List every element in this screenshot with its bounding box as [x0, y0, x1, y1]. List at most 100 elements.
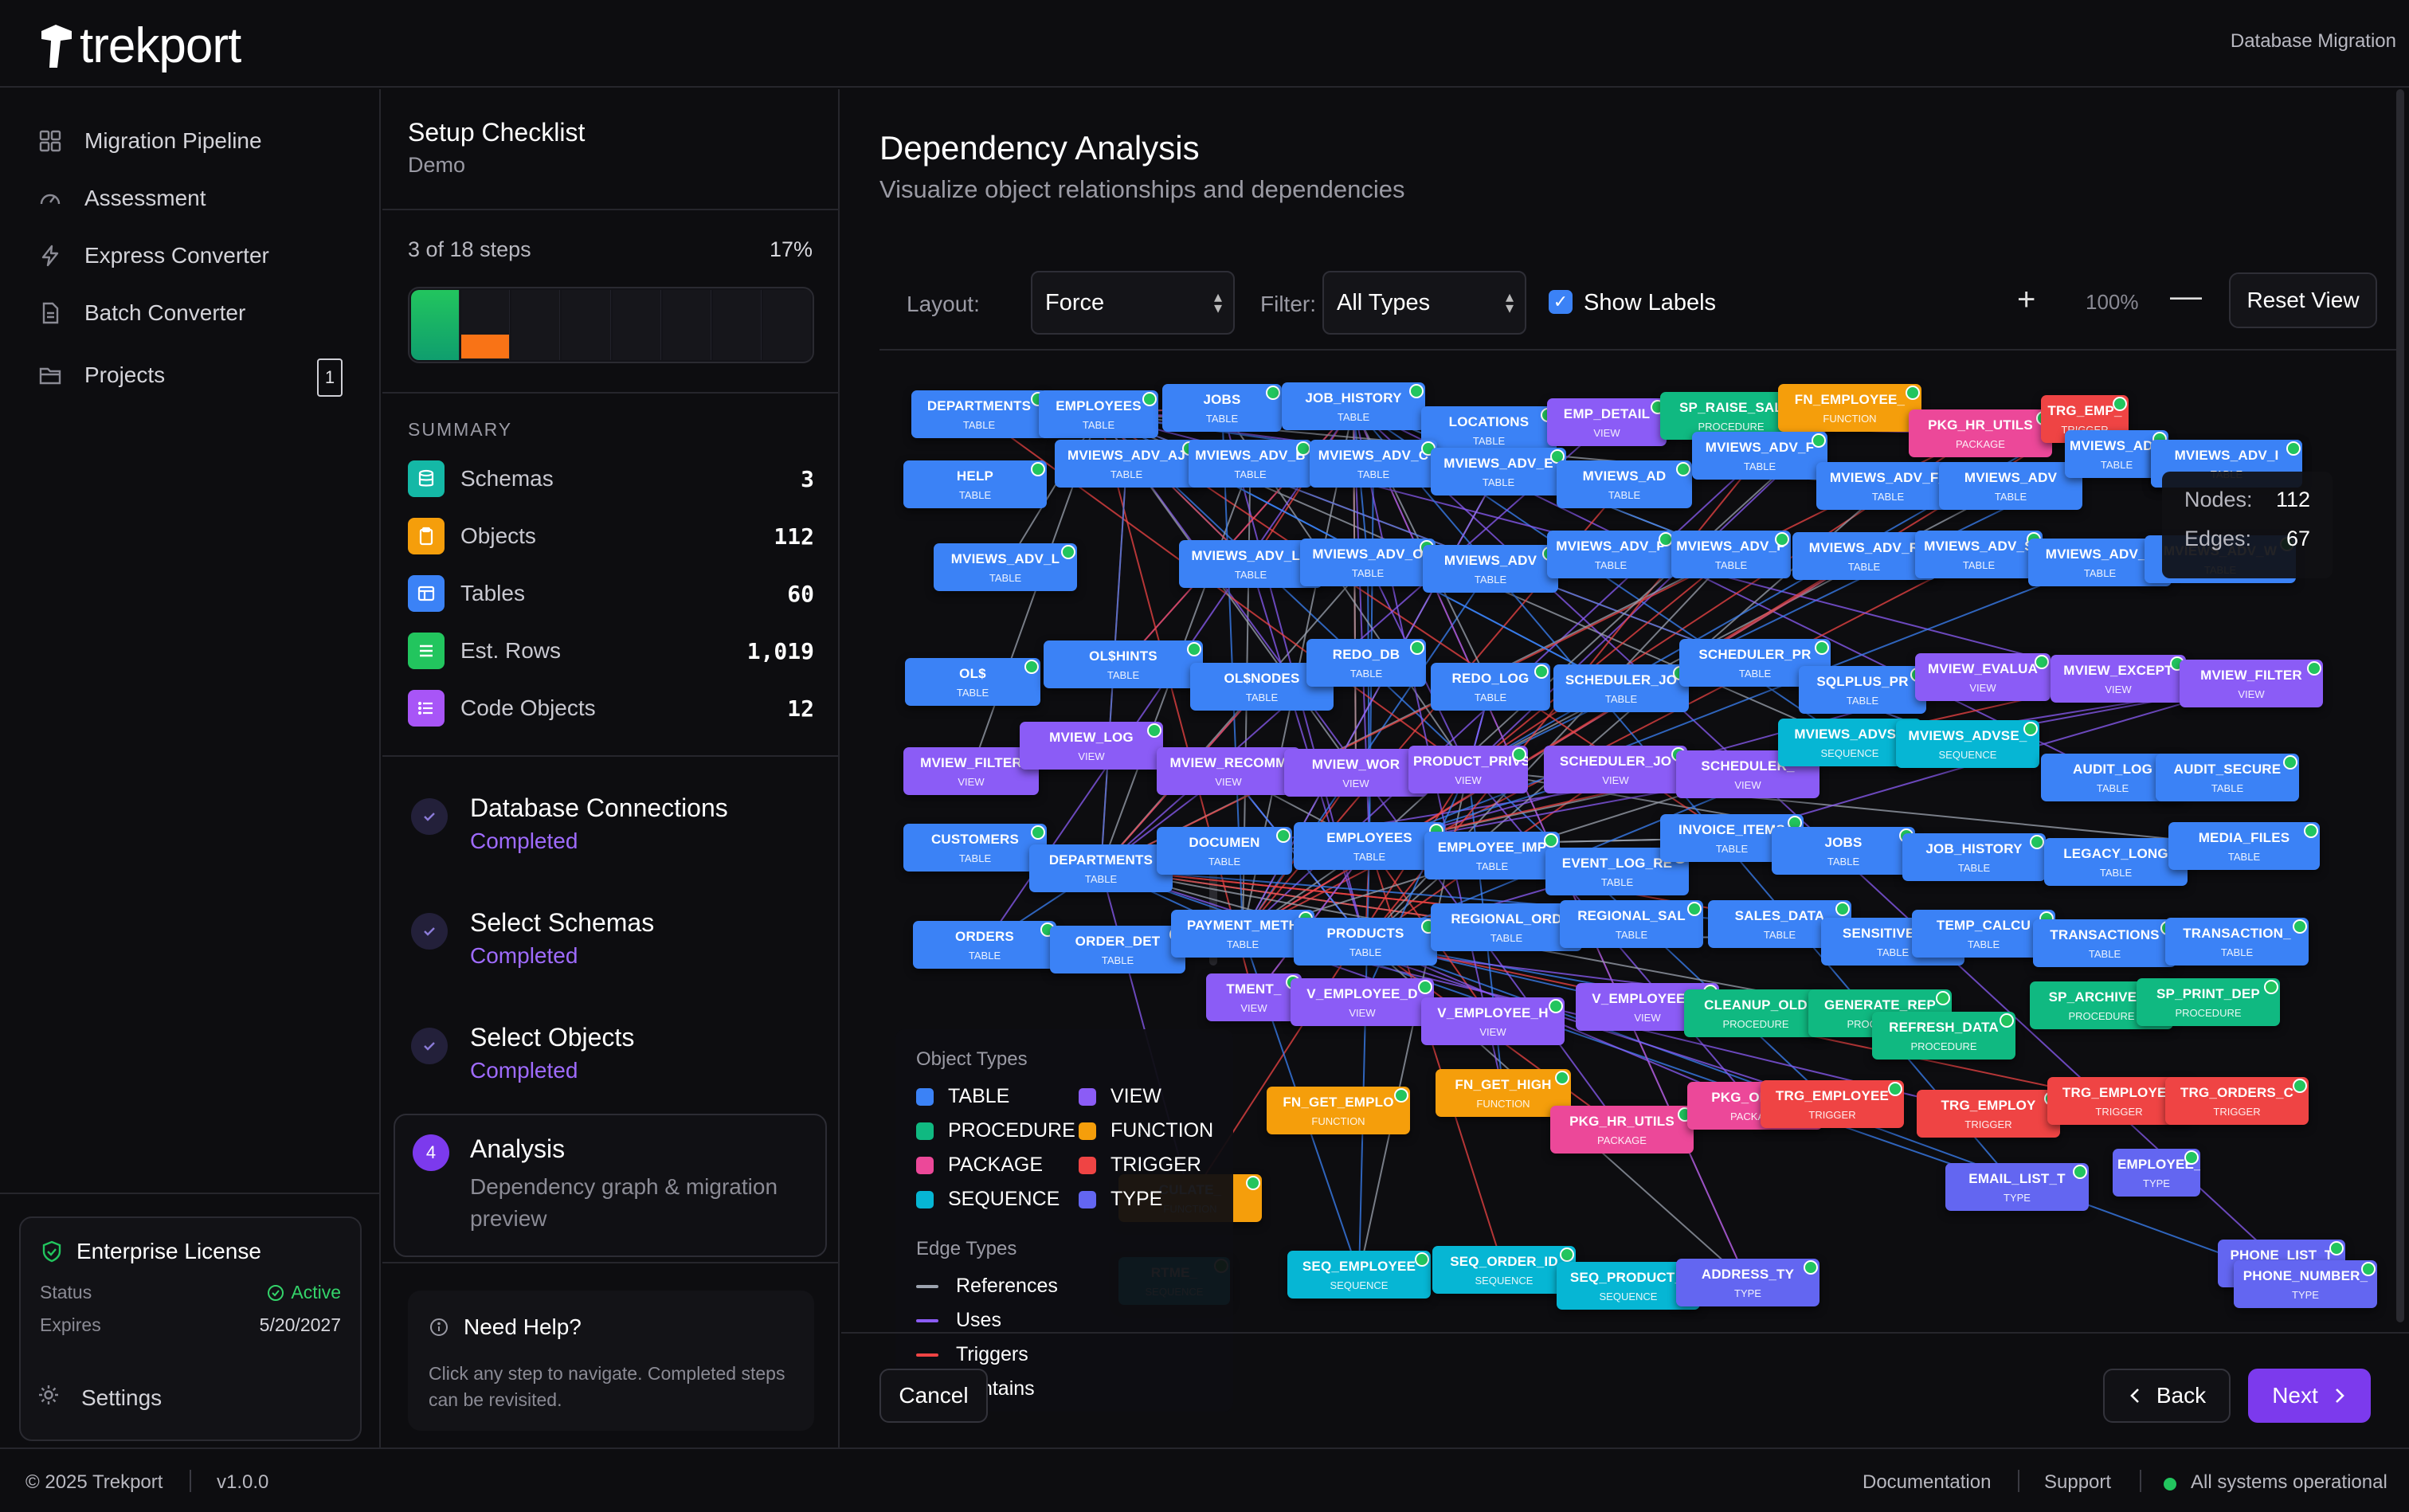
dependency-graph[interactable]: DEPARTMENTS TABLE EMPLOYEES TABLE JOBS TABLE J…	[879, 360, 2399, 1412]
step-database-connections[interactable]: Database Connections Completed	[394, 782, 825, 878]
show-labels-checkbox[interactable]: ✓	[1549, 290, 1573, 314]
graph-node[interactable]: MVIEWS_ADV_O TABLE	[1300, 539, 1436, 586]
graph-node[interactable]: DEPARTMENTS TABLE	[1029, 844, 1173, 892]
sidebar-item-projects[interactable]: Projects	[37, 362, 165, 389]
graph-node[interactable]: JOBS TABLE	[1772, 827, 1915, 875]
graph-node[interactable]: SCHEDULER_JO TABLE	[1553, 664, 1689, 712]
graph-node[interactable]: MVIEWS_ADV TABLE	[1423, 545, 1558, 593]
graph-node[interactable]: REDO_DB TABLE	[1306, 639, 1426, 687]
graph-node[interactable]: AUDIT_SECURE TABLE	[2156, 754, 2299, 801]
back-button[interactable]: Back	[2103, 1369, 2231, 1423]
documentation-link[interactable]: Documentation	[1863, 1471, 1992, 1493]
graph-node[interactable]: SCHEDULER_ VIEW	[1676, 750, 1819, 798]
graph-node[interactable]: EMPLOYEES TABLE	[1294, 822, 1445, 870]
graph-node[interactable]: MVIEW_FILTER VIEW	[2180, 660, 2323, 707]
sidebar-item-batch-converter[interactable]: Batch Converter	[37, 300, 245, 327]
graph-node[interactable]: OL$HINTS TABLE	[1044, 640, 1203, 688]
graph-node[interactable]: MVIEWS_ADV_E TABLE	[1431, 448, 1566, 496]
sidebar-item-express-converter[interactable]: Express Converter	[37, 242, 269, 269]
sidebar-item-migration-pipeline[interactable]: Migration Pipeline	[37, 127, 262, 155]
graph-node[interactable]: FN_EMPLOYEE_ FUNCTION	[1778, 384, 1921, 432]
graph-node[interactable]: JOB_HISTORY TABLE	[1282, 382, 1425, 430]
graph-node[interactable]: MVIEWS_ADVSE_ SEQUENCE	[1896, 720, 2039, 768]
layout-select[interactable]: Force ▴ ▾	[1031, 271, 1235, 335]
graph-node[interactable]: MVIEWS_ADV_P TABLE	[1547, 531, 1675, 578]
graph-node[interactable]: CLEANUP_OLD PROCEDURE	[1684, 989, 1827, 1037]
checklist-scrollbar[interactable]	[1209, 846, 1217, 966]
graph-node[interactable]: MVIEW_EXCEPT VIEW	[2051, 655, 2186, 703]
graph-node[interactable]: V_EMPLOYEE_D VIEW	[1291, 978, 1434, 1026]
graph-node[interactable]: JOBS TABLE	[1162, 384, 1282, 432]
graph-node[interactable]: ORDERS TABLE	[913, 921, 1056, 969]
next-button[interactable]: Next	[2248, 1369, 2371, 1423]
graph-node[interactable]: MVIEW_LOG VIEW	[1020, 722, 1163, 770]
support-link[interactable]: Support	[2044, 1471, 2112, 1493]
zoom-out-button[interactable]: —	[2170, 279, 2202, 314]
graph-node[interactable]: TEMP_CALCU TABLE	[1912, 910, 2055, 958]
graph-node[interactable]: PRODUCT_PRIVS VIEW	[1408, 746, 1528, 793]
graph-node[interactable]: MVIEWS_ADV TABLE	[1939, 462, 2082, 510]
graph-node[interactable]: V_EMPLOYEE_H VIEW	[1421, 997, 1565, 1045]
graph-node[interactable]: EMPLOYEE_IMP TABLE	[1424, 832, 1560, 879]
graph-node[interactable]: MVIEWS_ADV_L TABLE	[934, 543, 1077, 591]
graph-node[interactable]: MVIEWS_ADV_P TABLE	[1671, 531, 1791, 578]
graph-node[interactable]: EMP_DETAIL VIEW	[1547, 398, 1667, 446]
graph-node[interactable]: FN_GET_EMPLO FUNCTION	[1267, 1087, 1410, 1134]
graph-node[interactable]: FN_GET_HIGH FUNCTION	[1436, 1069, 1571, 1117]
graph-node[interactable]: EMPLOYEES TABLE	[1039, 390, 1158, 438]
graph-node[interactable]: DEPARTMENTS TABLE	[911, 390, 1047, 438]
filter-select[interactable]: All Types ▴ ▾	[1322, 271, 1526, 335]
graph-node[interactable]: MVIEWS_ADV_C TABLE	[1310, 440, 1437, 488]
graph-node[interactable]: MVIEWS_ADV_F_ TABLE	[1816, 462, 1960, 510]
graph-node[interactable]: REGIONAL_SAL TABLE	[1560, 900, 1703, 948]
graph-node[interactable]: SP_PRINT_DEP PROCEDURE	[2137, 978, 2280, 1026]
graph-node[interactable]: HELP TABLE	[903, 460, 1047, 508]
graph-node[interactable]: MVIEWS_ADV_B TABLE	[1189, 440, 1312, 488]
step-select-objects[interactable]: Select Objects Completed	[394, 1012, 825, 1107]
graph-node[interactable]: PKG_HR_UTILS PACKAGE	[1550, 1106, 1694, 1154]
graph-node[interactable]: SEQ_ORDER_ID SEQUENCE	[1432, 1246, 1576, 1294]
graph-node[interactable]: MVIEWS_ADV_AJ TABLE	[1055, 440, 1198, 488]
graph-node[interactable]: MVIEWS_AD TABLE	[1557, 460, 1692, 508]
step-select-schemas[interactable]: Select Schemas Completed	[394, 897, 825, 993]
zoom-in-button[interactable]: +	[2017, 282, 2036, 317]
graph-node[interactable]: ORDER_DET TABLE	[1050, 926, 1185, 973]
graph-node[interactable]: MVIEW_EVALUA VIEW	[1915, 653, 2051, 701]
graph-node[interactable]: MVIEW_FILTER VIEW	[903, 747, 1039, 795]
graph-node[interactable]: EMAIL_LIST_T TYPE	[1945, 1163, 2089, 1211]
graph-node[interactable]: PHONE_NUMBER_ TYPE	[2234, 1260, 2377, 1308]
graph-node[interactable]: DOCUMEN TABLE	[1157, 827, 1292, 875]
graph-node[interactable]: PAYMENT_METH TABLE	[1171, 910, 1314, 958]
graph-node[interactable]: SCHEDULER_JO VIEW	[1544, 746, 1687, 793]
graph-node[interactable]: ADDRESS_TY TYPE	[1676, 1259, 1819, 1306]
graph-node[interactable]: SEQ_EMPLOYEE SEQUENCE	[1287, 1251, 1431, 1299]
graph-node[interactable]: TRG_ORDERS_C TRIGGER	[2165, 1077, 2309, 1125]
graph-node[interactable]: OL$ TABLE	[905, 658, 1040, 706]
graph-node[interactable]: MVIEWS_ADV_F TABLE	[1692, 432, 1827, 480]
settings-link[interactable]: Settings	[37, 1383, 162, 1412]
graph-node[interactable]: TRG_EMPLOYEE TRIGGER	[1761, 1080, 1904, 1128]
graph-node[interactable]: TRANSACTIONS TABLE	[2033, 919, 2176, 967]
graph-node[interactable]: CUSTOMERS TABLE	[903, 824, 1047, 872]
graph-node[interactable]: JOB_HISTORY TABLE	[1902, 833, 2046, 881]
graph-node[interactable]: LOCATIONS TABLE	[1421, 406, 1557, 454]
sidebar-item-assessment[interactable]: Assessment	[37, 185, 206, 212]
graph-node[interactable]: TRG_EMPLOY TRIGGER	[1917, 1090, 2060, 1138]
graph-node[interactable]: SQLPLUS_PR TABLE	[1799, 666, 1926, 714]
graph-node[interactable]: REDO_LOG TABLE	[1431, 663, 1550, 711]
graph-node[interactable]: MVIEWS_ADV_R TABLE	[1792, 532, 1936, 580]
reset-view-button[interactable]: Reset View	[2229, 272, 2377, 328]
graph-node[interactable]: PRODUCTS TABLE	[1294, 918, 1437, 966]
graph-node[interactable]: TMENT_ VIEW	[1206, 973, 1302, 1021]
graph-node[interactable]: PKG_HR_UTILS PACKAGE	[1909, 409, 2052, 457]
graph-node[interactable]: REFRESH_DATA PROCEDURE	[1872, 1012, 2015, 1060]
graph-node[interactable]: TRANSACTION_ TABLE	[2165, 918, 2309, 966]
graph-node[interactable]: LEGACY_LONG TABLE	[2044, 838, 2188, 886]
graph-node[interactable]: MEDIA_FILES TABLE	[2168, 822, 2320, 870]
step-analysis[interactable]: 4 Analysis Dependency graph & migration …	[394, 1114, 827, 1257]
show-labels-label[interactable]: Show Labels	[1584, 290, 1717, 315]
graph-node[interactable]: MVIEWS_ADV_S TABLE	[1915, 531, 2043, 578]
graph-node[interactable]: EMPLOYEE_ TYPE	[2113, 1149, 2200, 1197]
graph-node[interactable]: MVIEW_WOR VIEW	[1284, 749, 1428, 797]
cancel-button[interactable]: Cancel	[879, 1369, 988, 1423]
